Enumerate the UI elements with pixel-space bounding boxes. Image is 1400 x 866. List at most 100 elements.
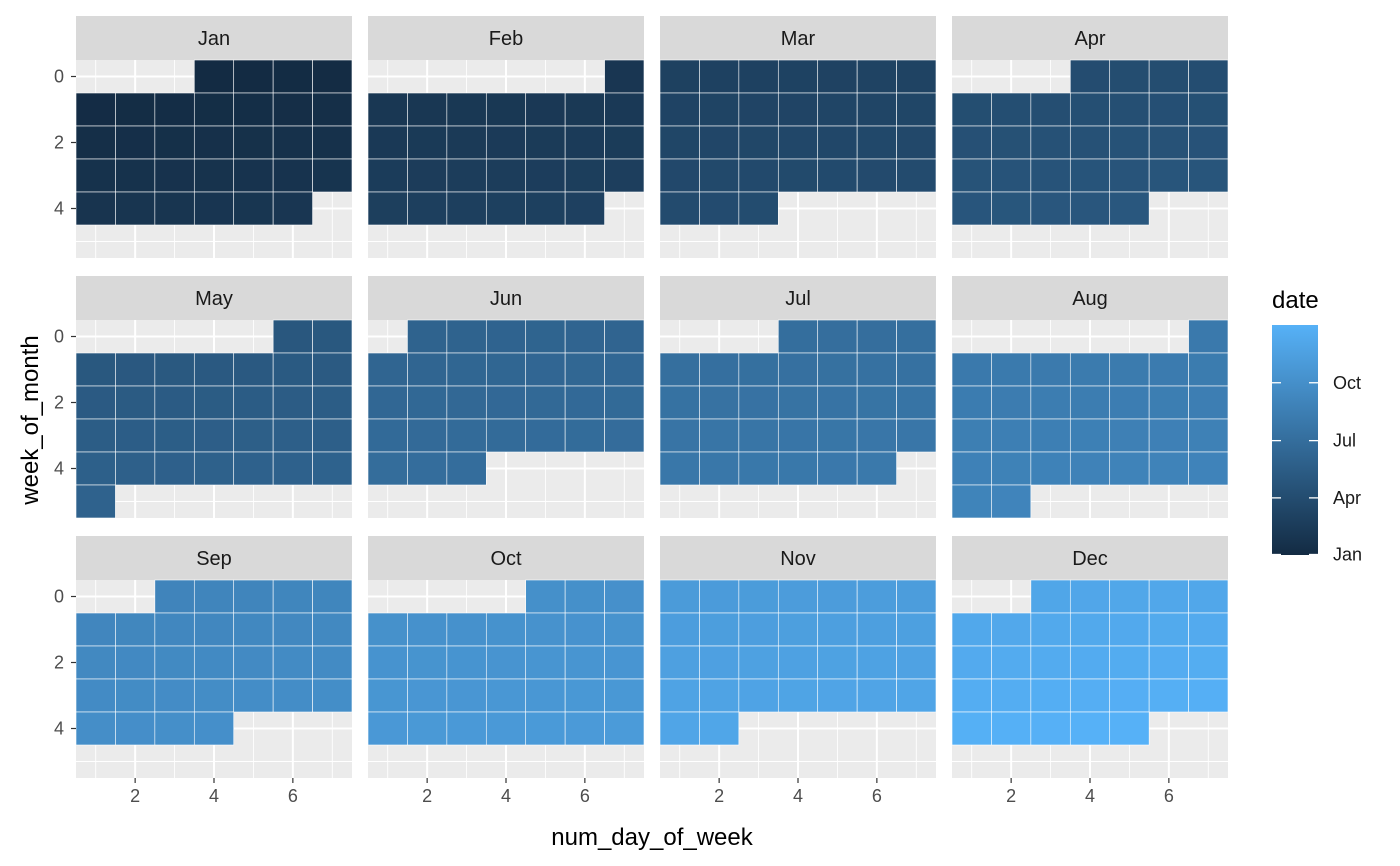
day-tile (817, 418, 858, 453)
day-tile (525, 711, 566, 746)
day-tile (991, 125, 1032, 160)
day-tile (659, 92, 700, 127)
day-tile (446, 612, 487, 647)
day-tile (485, 158, 527, 193)
day-tile (1109, 645, 1150, 680)
day-tile (1109, 385, 1150, 420)
day-tile (777, 59, 819, 94)
day-tile (525, 319, 566, 354)
day-tile (75, 711, 116, 746)
day-tile (367, 678, 408, 713)
day-tile (485, 125, 527, 160)
day-tile (233, 678, 274, 713)
day-tile (1030, 158, 1071, 193)
day-tile (991, 158, 1032, 193)
day-tile (193, 678, 235, 713)
day-tile (699, 352, 740, 387)
day-tile (407, 678, 448, 713)
day-tile (75, 92, 116, 127)
day-tile (446, 645, 487, 680)
day-tile (738, 579, 779, 614)
x-tick-label: 6 (1164, 786, 1174, 806)
day-tile (564, 385, 605, 420)
day-tile (193, 191, 235, 226)
facet-panel-jun: Jun (367, 276, 645, 518)
fill-legend: date Oct Jul Apr Jan (1272, 287, 1362, 565)
day-tile (896, 92, 937, 127)
day-tile (856, 319, 897, 354)
day-tile (312, 125, 353, 160)
day-tile (1030, 125, 1071, 160)
facet-panel-nov: Nov 2 4 6 (659, 536, 937, 806)
day-tile (1109, 418, 1150, 453)
x-tick-label: 4 (209, 786, 219, 806)
day-tile (525, 191, 566, 226)
day-tile (525, 352, 566, 387)
day-tile (1069, 451, 1111, 486)
day-tile (367, 92, 408, 127)
day-tile (485, 385, 527, 420)
day-tile (233, 352, 274, 387)
facet-strip (368, 536, 644, 580)
day-tile (115, 125, 156, 160)
day-tile (659, 352, 700, 387)
day-tile (604, 645, 645, 680)
day-tile (738, 191, 779, 226)
facet-strip-label: Jun (490, 288, 522, 310)
day-tile (1069, 711, 1111, 746)
y-tick-label: 4 (54, 719, 64, 739)
day-tile (991, 191, 1032, 226)
y-tick-label: 4 (54, 459, 64, 479)
day-tile (991, 451, 1032, 486)
day-tile (1069, 59, 1111, 94)
day-tile (856, 352, 897, 387)
day-tile (991, 484, 1032, 519)
day-tile (367, 645, 408, 680)
day-tile (1030, 645, 1071, 680)
day-tile (738, 59, 779, 94)
day-tile (446, 678, 487, 713)
x-tick-label: 6 (288, 786, 298, 806)
facet-strip-label: Mar (781, 28, 816, 50)
day-tile (485, 352, 527, 387)
day-tile (193, 158, 235, 193)
day-tile (312, 319, 353, 354)
day-tile (1148, 92, 1189, 127)
day-tile (604, 125, 645, 160)
day-tile (1030, 678, 1071, 713)
facet-panel-sep: Sep 0 2 4 2 4 6 (54, 536, 353, 806)
day-tile (991, 385, 1032, 420)
day-tile (991, 418, 1032, 453)
day-tile (312, 645, 353, 680)
day-tile (1148, 158, 1189, 193)
day-tile (272, 191, 313, 226)
day-tile (75, 125, 116, 160)
day-tile (272, 92, 313, 127)
day-tile (896, 418, 937, 453)
facet-panel-dec: Dec 2 4 6 (951, 536, 1229, 806)
x-tick-label: 6 (580, 786, 590, 806)
facet-panel-feb: Feb (367, 16, 645, 258)
day-tile (738, 418, 779, 453)
x-tick-label: 2 (422, 786, 432, 806)
facet-strip-label: Apr (1074, 28, 1105, 50)
day-tile (115, 191, 156, 226)
day-tile (699, 385, 740, 420)
day-tile (777, 125, 819, 160)
day-tile (1148, 352, 1189, 387)
facet-strip (660, 16, 936, 60)
day-tile (485, 191, 527, 226)
day-tile (446, 451, 487, 486)
day-tile (272, 125, 313, 160)
day-tile (312, 451, 353, 486)
day-tile (817, 678, 858, 713)
day-tile (193, 125, 235, 160)
day-tile (1188, 612, 1229, 647)
y-tick-label: 0 (54, 67, 64, 87)
day-tile (525, 645, 566, 680)
day-tile (233, 125, 274, 160)
day-tile (699, 612, 740, 647)
day-tile (1069, 678, 1111, 713)
day-tile (154, 385, 195, 420)
day-tile (233, 612, 274, 647)
